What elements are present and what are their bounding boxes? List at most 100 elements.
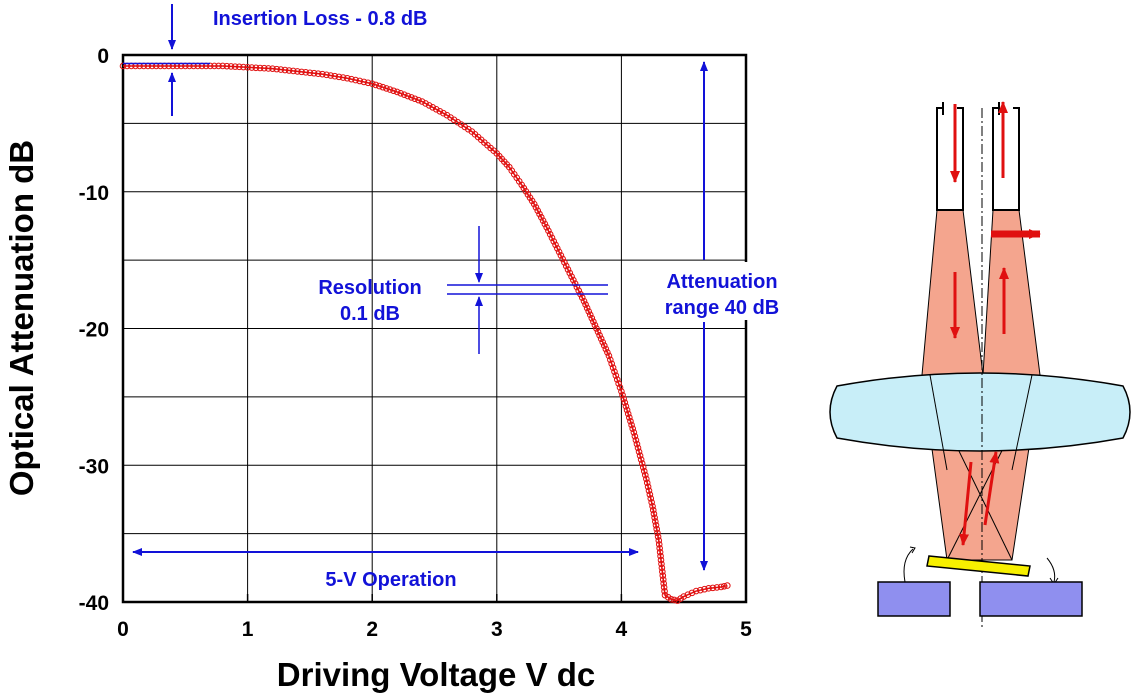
data-point	[654, 529, 661, 537]
data-point	[211, 62, 218, 70]
x-tick-label: 1	[242, 618, 254, 641]
data-point	[561, 259, 568, 266]
data-point	[432, 106, 440, 113]
data-point	[541, 220, 549, 228]
data-point	[652, 518, 659, 525]
data-point	[655, 541, 663, 548]
range-label-line1: Attenuation	[666, 271, 777, 293]
data-point	[646, 491, 654, 498]
data-point	[335, 73, 343, 81]
data-point	[713, 584, 721, 591]
data-point	[548, 234, 556, 242]
data-point	[559, 255, 566, 263]
data-point	[659, 568, 666, 576]
data-point	[656, 544, 663, 552]
data-point	[289, 67, 297, 75]
data-point	[356, 77, 364, 85]
data-point	[612, 372, 620, 379]
data-point	[408, 94, 415, 101]
data-point	[667, 595, 675, 603]
tilt-arrow-left	[903, 548, 914, 583]
data-point	[206, 62, 214, 70]
data-point	[580, 297, 588, 305]
data-point	[538, 214, 545, 221]
data-point	[692, 587, 700, 595]
data-point	[310, 69, 318, 77]
data-point	[352, 76, 359, 84]
x-axis-label: Driving Voltage V dc	[277, 656, 595, 693]
data-point	[368, 80, 376, 88]
data-point	[613, 376, 621, 383]
data-point	[657, 552, 664, 560]
data-point	[383, 85, 390, 92]
data-point	[594, 328, 602, 336]
data-point	[605, 352, 613, 360]
attenuation-range-annotation: Attenuation range 40 dB	[640, 61, 779, 571]
tilt-arrow-right	[1046, 557, 1056, 583]
data-point	[570, 276, 577, 284]
data-point	[281, 66, 289, 74]
data-point	[591, 321, 599, 329]
data-point	[705, 585, 712, 592]
data-point	[397, 89, 404, 97]
data-point	[555, 248, 563, 256]
data-point	[649, 506, 657, 514]
data-point	[379, 83, 387, 91]
data-point	[680, 593, 688, 600]
data-point	[215, 62, 222, 70]
series-attenuation	[119, 62, 731, 604]
data-point	[671, 596, 678, 604]
data-point	[585, 308, 592, 315]
data-point	[615, 380, 622, 387]
data-point	[602, 345, 610, 353]
data-point	[640, 467, 648, 475]
data-point	[659, 572, 667, 579]
data-point	[343, 74, 351, 82]
data-point	[596, 332, 603, 339]
input-beam-upper	[921, 209, 984, 376]
reflect-down-arrow	[959, 461, 973, 546]
data-point	[339, 74, 347, 81]
data-point	[643, 479, 651, 487]
y-axis-label: Optical Attenuation dB	[3, 140, 40, 496]
data-point	[227, 63, 235, 70]
data-point	[620, 395, 627, 403]
data-point	[364, 79, 372, 87]
data-point	[546, 231, 554, 238]
resolution-label-line2: 0.1 dB	[340, 303, 400, 325]
data-point	[244, 64, 251, 71]
data-point	[608, 360, 616, 368]
data-point	[629, 425, 637, 433]
data-point	[650, 510, 658, 518]
data-point	[658, 564, 666, 572]
resolution-annotation: Resolution 0.1 dB	[318, 226, 608, 354]
data-point	[649, 502, 656, 510]
data-point	[530, 200, 538, 208]
data-point	[611, 368, 618, 375]
data-point	[656, 548, 664, 556]
data-point	[562, 262, 570, 270]
tilting-mirror	[926, 555, 1031, 577]
data-point	[265, 65, 272, 72]
data-point	[648, 499, 655, 506]
data-point	[404, 92, 412, 100]
data-point	[411, 95, 419, 103]
data-point	[588, 314, 596, 322]
data-point	[571, 280, 579, 287]
data-point	[590, 318, 597, 325]
insertion-loss-label: Insertion Loss - 0.8 dB	[213, 8, 427, 30]
output-fiber	[992, 107, 1020, 211]
data-point	[636, 452, 644, 459]
data-point	[550, 238, 558, 245]
data-point	[235, 63, 243, 71]
x-tick-label: 3	[491, 618, 503, 641]
data-point	[628, 421, 635, 429]
data-point	[252, 64, 260, 72]
operation-annotation: 5-V Operation	[132, 548, 639, 591]
data-point	[436, 107, 444, 115]
data-point	[418, 98, 426, 105]
x-ticks: 0 1 2 3 4 5	[117, 594, 752, 641]
data-point	[660, 580, 667, 587]
data-point	[348, 75, 355, 83]
